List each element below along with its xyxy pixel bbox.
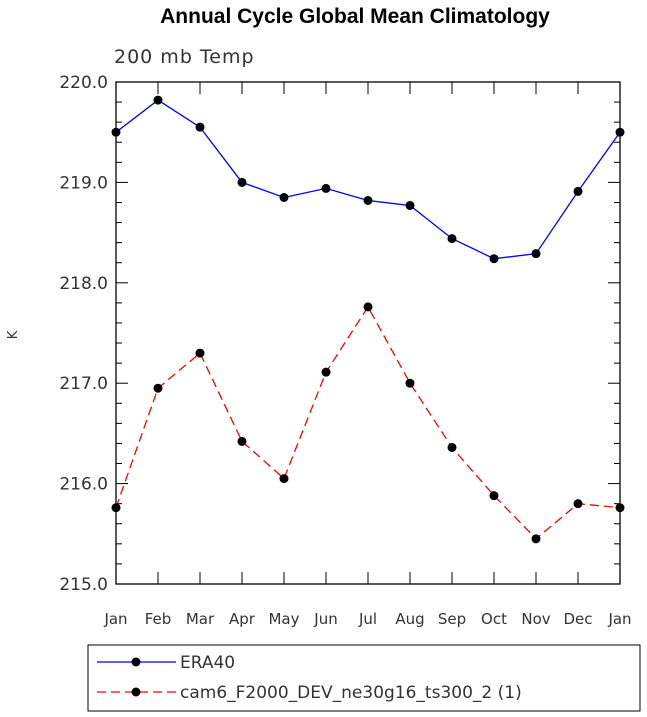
series-0-point (615, 127, 625, 137)
x-tick-label: Mar (186, 610, 215, 628)
series-1-point (405, 378, 415, 388)
series-0-point (321, 183, 331, 193)
chart-title: Annual Cycle Global Mean Climatology (160, 5, 550, 28)
y-tick-label: 219.0 (59, 173, 108, 193)
y-tick-label: 216.0 (59, 475, 108, 495)
legend: ERA40 cam6_F2000_DEV_ne30g16_ts300_2 (1) (87, 644, 641, 712)
legend-marker-era40 (131, 657, 141, 667)
y-tick-label: 218.0 (59, 274, 108, 294)
legend-label-era40: ERA40 (180, 653, 235, 673)
x-axis-ticks: Jan Feb Mar Apr May Jun Jul Aug Sep Oct Nov Dec Jan (103, 82, 632, 628)
x-tick-label: Jan (103, 610, 127, 628)
series-0-point (489, 254, 499, 264)
y-axis-ticks: 215.0 216.0 217.0 218.0 219.0 220.0 (59, 73, 620, 595)
x-tick-label: Dec (563, 610, 592, 628)
y-axis-label: K (6, 330, 21, 339)
series-1-point (489, 491, 499, 501)
series-0-point (153, 95, 163, 105)
series-1-point (531, 534, 541, 544)
legend-label-cam6: cam6_F2000_DEV_ne30g16_ts300_2 (1) (180, 683, 522, 703)
legend-marker-cam6 (131, 687, 141, 697)
series-1-point (321, 367, 331, 377)
series-1-point (573, 499, 583, 509)
x-tick-label: Apr (229, 610, 256, 628)
x-tick-label: Jul (358, 610, 377, 628)
legend-box (87, 644, 641, 712)
series-1-point (363, 302, 373, 312)
y-tick-label: 215.0 (59, 575, 108, 595)
plot-area-frame (115, 81, 621, 585)
series-markers (111, 95, 625, 544)
x-tick-label: Jan (607, 610, 631, 628)
series-0-point (111, 127, 121, 137)
series-1-point (279, 474, 289, 484)
x-tick-label: Sep (438, 610, 466, 628)
series-line-0 (115, 99, 621, 260)
series-lines (115, 99, 621, 540)
series-0-point (405, 200, 415, 210)
series-line-1 (115, 305, 621, 540)
x-tick-label: Nov (521, 610, 550, 628)
series-1-point (195, 348, 205, 358)
series-0-point (363, 195, 373, 205)
series-1-point (447, 442, 457, 452)
x-tick-label: Oct (481, 610, 507, 628)
series-1-point (111, 503, 121, 513)
chart-subtitle: 200 mb Temp (114, 46, 255, 68)
series-1-point (153, 383, 163, 393)
series-0-point (573, 186, 583, 196)
series-1-point (237, 436, 247, 446)
y-tick-label: 220.0 (59, 73, 108, 93)
y-tick-label: 217.0 (59, 374, 108, 394)
x-tick-label: May (268, 610, 299, 628)
x-tick-label: Feb (145, 610, 172, 628)
series-0-point (447, 234, 457, 244)
series-0-point (237, 177, 247, 187)
series-0-point (195, 122, 205, 132)
series-1-point (615, 503, 625, 513)
x-tick-label: Aug (395, 610, 424, 628)
series-0-point (279, 192, 289, 202)
x-tick-label: Jun (313, 610, 337, 628)
series-0-point (531, 249, 541, 259)
